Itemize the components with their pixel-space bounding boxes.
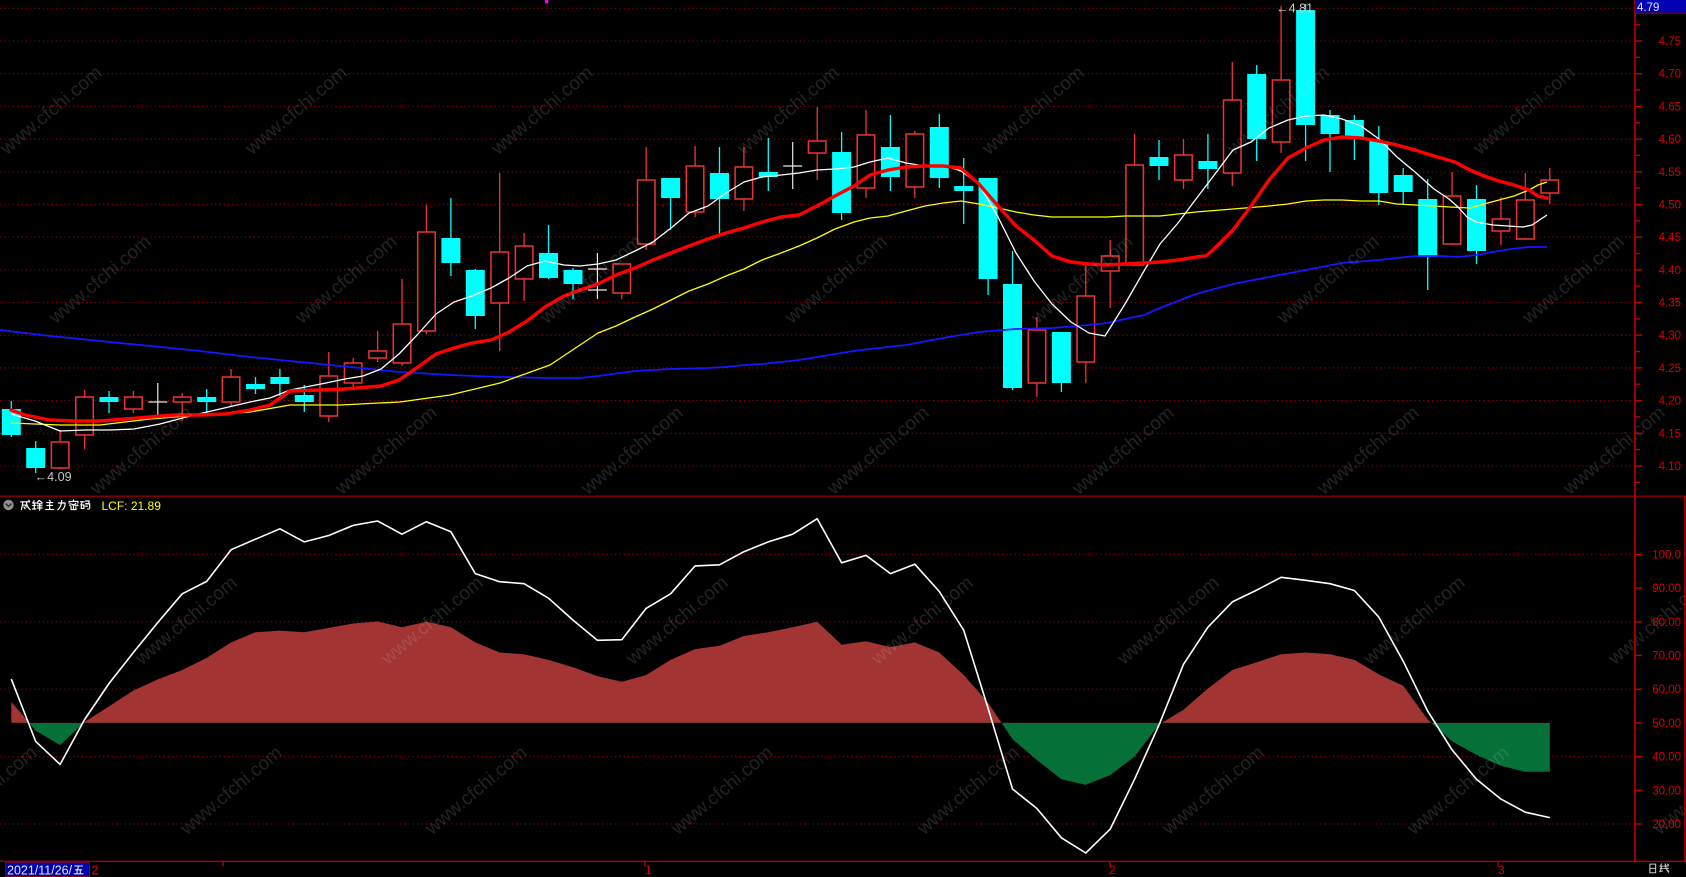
svg-text:80.00: 80.00 xyxy=(1652,617,1681,629)
svg-text:2021/11/26/: 2021/11/26/ xyxy=(7,864,73,877)
svg-text:4.20: 4.20 xyxy=(1659,396,1681,408)
svg-text:4.40: 4.40 xyxy=(1659,265,1681,277)
svg-text:50.00: 50.00 xyxy=(1652,718,1681,730)
svg-text:←4.81: ←4.81 xyxy=(1276,2,1313,16)
svg-text:←4.09: ←4.09 xyxy=(35,470,72,484)
svg-text:4.60: 4.60 xyxy=(1659,134,1681,146)
svg-text:LCF: 21.89: LCF: 21.89 xyxy=(102,499,162,513)
svg-text:40.00: 40.00 xyxy=(1652,752,1681,764)
svg-text:70.00: 70.00 xyxy=(1652,651,1681,663)
svg-text:4.70: 4.70 xyxy=(1659,69,1681,81)
svg-text:2: 2 xyxy=(1109,863,1116,877)
svg-text:60.00: 60.00 xyxy=(1652,684,1681,696)
svg-text:4.55: 4.55 xyxy=(1659,167,1681,179)
svg-text:4.25: 4.25 xyxy=(1659,363,1681,375)
svg-text:100.0: 100.0 xyxy=(1652,549,1681,561)
svg-text:4.79: 4.79 xyxy=(1637,2,1659,14)
svg-text:4.50: 4.50 xyxy=(1659,199,1681,211)
svg-text:4.10: 4.10 xyxy=(1659,461,1681,473)
svg-text:4.75: 4.75 xyxy=(1659,36,1681,48)
svg-text:3: 3 xyxy=(1498,863,1505,877)
svg-text:4.30: 4.30 xyxy=(1659,330,1681,342)
svg-text:4.35: 4.35 xyxy=(1659,298,1681,310)
svg-text:4.15: 4.15 xyxy=(1659,428,1681,440)
svg-text:4.45: 4.45 xyxy=(1659,232,1681,244)
svg-text:30.00: 30.00 xyxy=(1652,785,1681,797)
svg-text:1: 1 xyxy=(645,863,652,877)
svg-text:4.65: 4.65 xyxy=(1659,101,1681,113)
svg-text:20.00: 20.00 xyxy=(1652,819,1681,831)
svg-text:90.00: 90.00 xyxy=(1652,583,1681,595)
svg-text:2: 2 xyxy=(92,863,99,877)
svg-text:2: 2 xyxy=(92,864,99,877)
